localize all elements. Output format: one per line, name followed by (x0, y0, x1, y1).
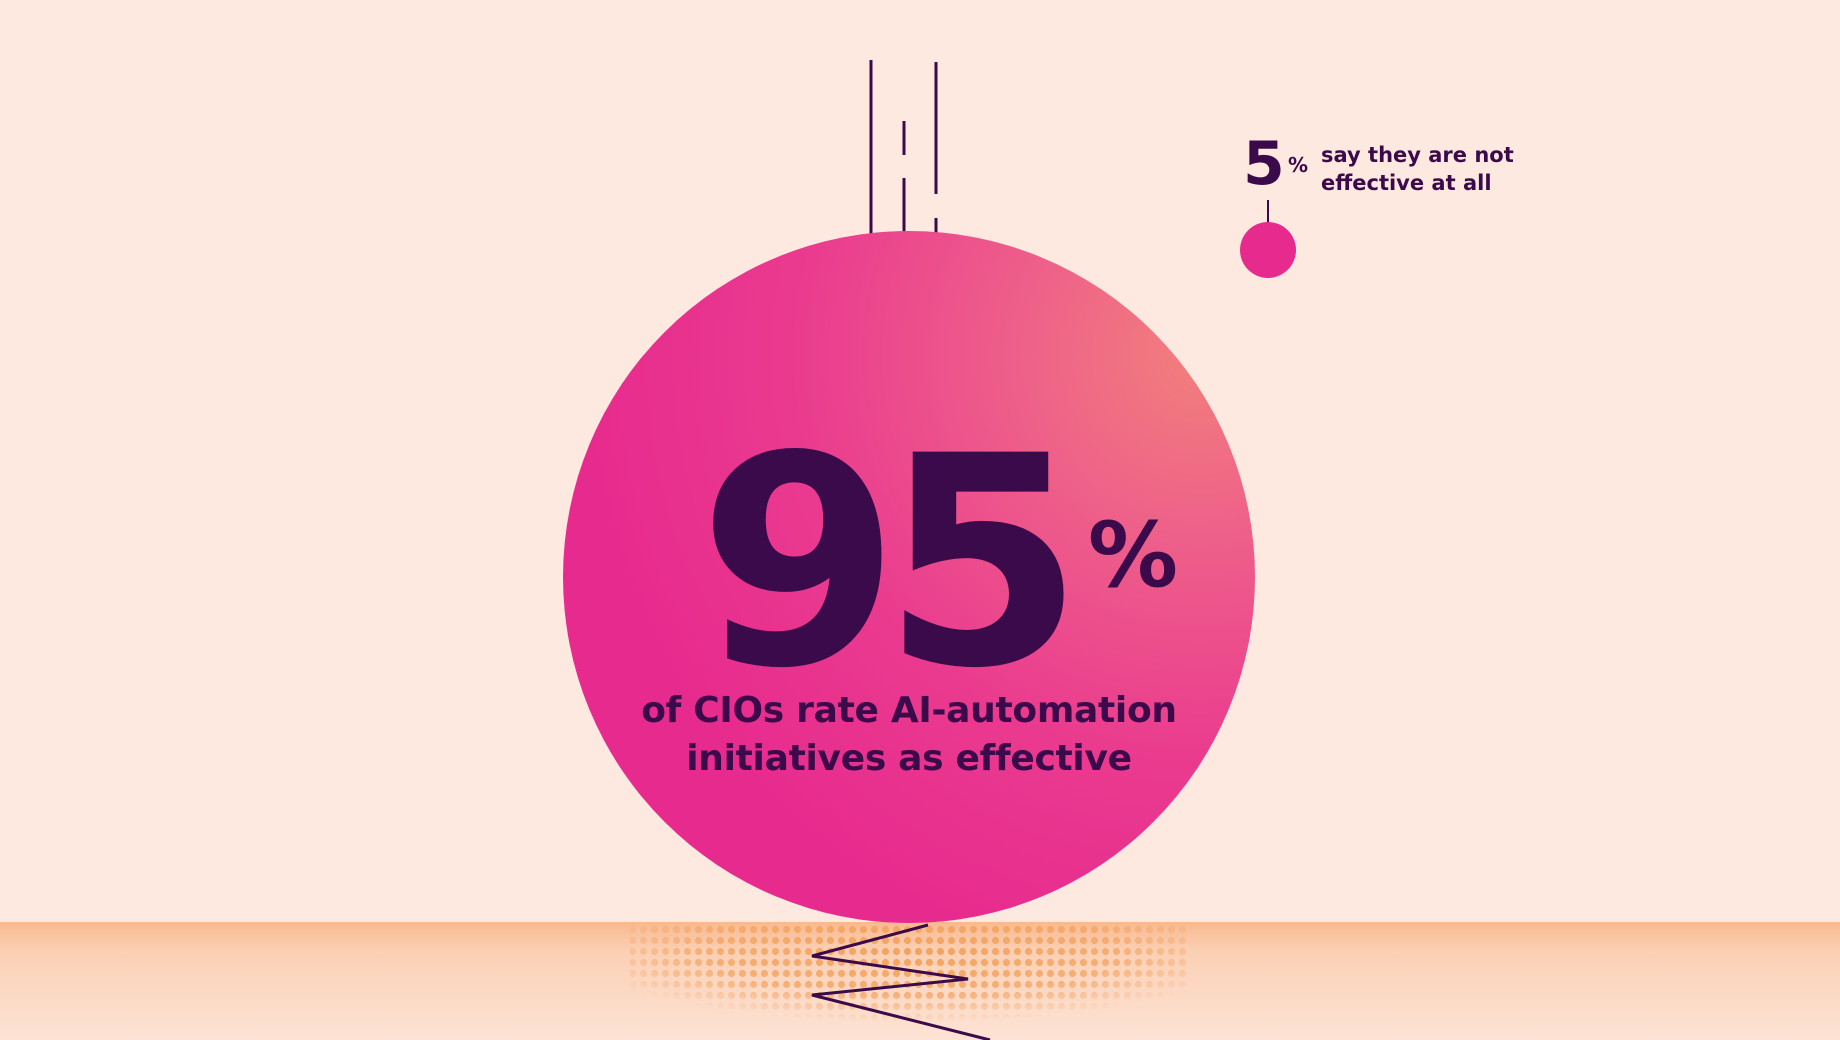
main-stat-circle (563, 231, 1255, 923)
ground-band (0, 922, 1840, 1040)
side-stat-percent: % (1288, 153, 1309, 177)
side-stat-label-line-1: say they are not (1321, 143, 1514, 167)
main-stat-caption: of CIOs rate AI-automation initiatives a… (563, 687, 1255, 783)
side-stat-number: 5 (1243, 129, 1285, 199)
main-stat-caption-line-2: initiatives as effective (686, 738, 1132, 779)
side-stat-circle (1240, 222, 1296, 278)
side-stat-label-line-2: effective at all (1321, 171, 1492, 195)
main-stat-caption-line-1: of CIOs rate AI-automation (641, 690, 1177, 731)
side-stat-connector (1267, 200, 1269, 223)
side-stat-label: say they are not effective at all (1321, 141, 1551, 197)
